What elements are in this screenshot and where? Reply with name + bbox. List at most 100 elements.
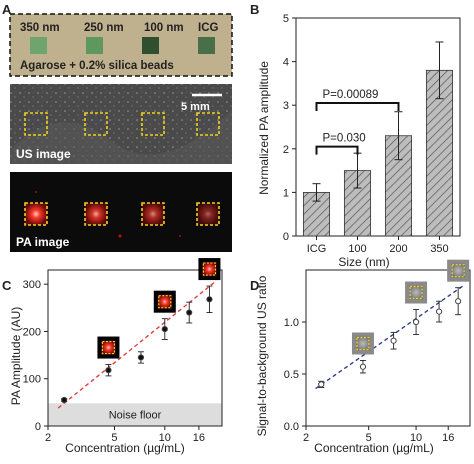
photo-sample-square <box>198 37 215 54</box>
panel-c-y-axis-label: PA Amplitude (AU) <box>9 307 23 405</box>
panel-c-y-tick-label: 100 <box>23 374 41 386</box>
photo-caption: Agarose + 0.2% silica beads <box>20 60 174 72</box>
panel-c-x-tick-label: 2 <box>45 432 51 444</box>
panel-d-plot-frame <box>305 269 471 427</box>
panel-d-thumbnail-box <box>409 285 423 300</box>
us-image-label: US image <box>16 147 71 161</box>
pa-speckle <box>179 235 181 237</box>
panel-b-x-tick-label: 100 <box>348 243 366 255</box>
pa-dashed-box <box>196 202 220 226</box>
us-dashed-box <box>24 112 48 136</box>
panel-d-data-point <box>359 363 367 370</box>
photo-label-250: 250 nm <box>84 22 124 34</box>
panel-d-data-point <box>390 337 397 344</box>
panel-d-x-tick-label: 2 <box>303 432 309 444</box>
photo-sample-square <box>142 37 159 54</box>
panel-b-x-tick-label: 200 <box>389 243 407 255</box>
pa-spot <box>197 203 219 225</box>
panel-d-y-tick-label: 1.0 <box>284 317 299 329</box>
pa-spot <box>85 203 107 225</box>
pa-speckle <box>118 234 122 238</box>
pa-dashed-box <box>24 202 48 226</box>
pa-spot <box>25 203 47 225</box>
panel-b-x-tick-label: 350 <box>430 243 448 255</box>
panel-b-x-tick-label: ICG <box>307 243 327 255</box>
panel-b-y-tick-label: 4 <box>283 57 289 69</box>
us-dashed-box <box>196 112 220 136</box>
pa-spot <box>142 203 164 225</box>
panel-c-data-point <box>161 325 168 333</box>
panel-b-y-tick-label: 1 <box>283 187 289 199</box>
us-dashed-box <box>141 112 165 136</box>
panel-c-x-tick-label: 16 <box>193 432 205 444</box>
us-image-texture <box>10 110 232 164</box>
panel-c-letter: C <box>2 278 12 293</box>
panel-d-thumbnail-spot <box>451 263 466 278</box>
panel-d-thumbnail-box <box>451 264 465 278</box>
panel-c-data-point <box>61 396 68 404</box>
pa-dashed-box <box>84 202 108 226</box>
photo-label-100: 100 nm <box>144 22 184 34</box>
panel-c-y-tick-label: 0 <box>35 421 41 433</box>
panel-a-letter: A <box>2 2 12 17</box>
panel-b-y-axis-label: Normalized PA amplitude <box>257 61 271 195</box>
photo-sample-square <box>30 37 47 54</box>
panel-c-x-tick-label: 10 <box>159 432 171 444</box>
panel-c-noise-floor-label: Noise floor <box>109 410 162 422</box>
panel-d-y-tick-label: 0.5 <box>284 369 299 381</box>
panel-c-data-point <box>137 354 145 361</box>
panel-d-chart: 0.0 0.5 1.0 2 5 10 16 <box>284 259 471 444</box>
panel-c-thumbnail-box <box>202 262 217 276</box>
scale-bar-label: 5 mm <box>181 101 210 113</box>
panel-d-y-axis-label-text: Signal-to-background US ratio <box>255 275 269 436</box>
panel-b-plot-frame <box>295 17 461 237</box>
panel-c-thumbnail-spot <box>101 340 116 355</box>
panel-c-thumbnail-box <box>158 295 172 309</box>
photo-label-350: 350 nm <box>20 22 60 34</box>
panel-b-x-axis-label: Size (nm) <box>338 255 389 269</box>
panel-c-y-tick-label: 300 <box>23 279 41 291</box>
panel-d-data-point <box>435 308 443 315</box>
us-image: 5 mm US image <box>10 84 232 164</box>
panel-c-data-point <box>186 309 193 316</box>
panel-c-data-point <box>105 367 112 374</box>
panel-d-x-axis-label: Concentration (µg/mL) <box>314 441 434 455</box>
panel-c-thumbnail-spot <box>157 294 172 309</box>
panel-c-plot-frame <box>47 269 223 427</box>
panel-d-data-point <box>412 318 420 326</box>
panel-b-significance-label: P=0.00089 <box>323 89 379 101</box>
phantom-photo: 350 nm 250 nm 100 nm ICG Agarose + 0.2% … <box>9 13 233 77</box>
panel-c-x-tick-label: 5 <box>111 432 117 444</box>
panel-d-thumbnail-spot <box>355 336 370 351</box>
pa-image: PA image <box>10 172 232 252</box>
panel-b: B Normalized PA amplitude Size (nm) 0 1 2 3… <box>250 2 461 269</box>
panel-c-thumbnail-spot <box>202 262 217 277</box>
panel-c-noise-floor-band <box>48 403 222 426</box>
panel-c-fit-line <box>57 281 216 409</box>
panel-d-x-tick-label: 10 <box>410 432 422 444</box>
panel-b-significance-label: P=0.030 <box>323 133 366 145</box>
panel-d-thumbnail-box <box>356 336 370 351</box>
panel-c-thumbnail-box <box>101 340 116 355</box>
panel-b-significance-bracket <box>315 145 359 155</box>
panel-b-letter: B <box>250 2 259 17</box>
panel-d-y-tick-label: 0.0 <box>284 421 299 433</box>
panel-b-y-tick-label: 5 <box>283 13 289 25</box>
pa-image-label: PA image <box>16 235 70 249</box>
panel-d: D Signal-to-background US ratio Concentr… <box>250 259 471 455</box>
photo-squares <box>30 37 215 54</box>
us-dashed-boxes <box>24 112 220 136</box>
panel-b-y-tick-label: 3 <box>283 100 289 112</box>
panel-c-y-tick-label: 200 <box>23 326 41 338</box>
panel-d-letter: D <box>250 278 259 293</box>
panel-b-significance-bracket <box>315 102 400 112</box>
panel-d-data-point <box>455 298 462 305</box>
panel-d-x-tick-label: 5 <box>366 432 372 444</box>
pa-speckle <box>35 191 37 193</box>
panel-c-chart: Noise floor 0 100 200 300 2 5 10 16 <box>23 258 223 444</box>
panel-c-x-axis-label: Concentration (µg/mL) <box>65 441 185 455</box>
pa-dashed-box <box>141 202 165 226</box>
panel-a: A 350 nm 250 nm 100 nm ICG Agarose + 0.2… <box>2 2 233 252</box>
pa-spots <box>24 202 220 226</box>
